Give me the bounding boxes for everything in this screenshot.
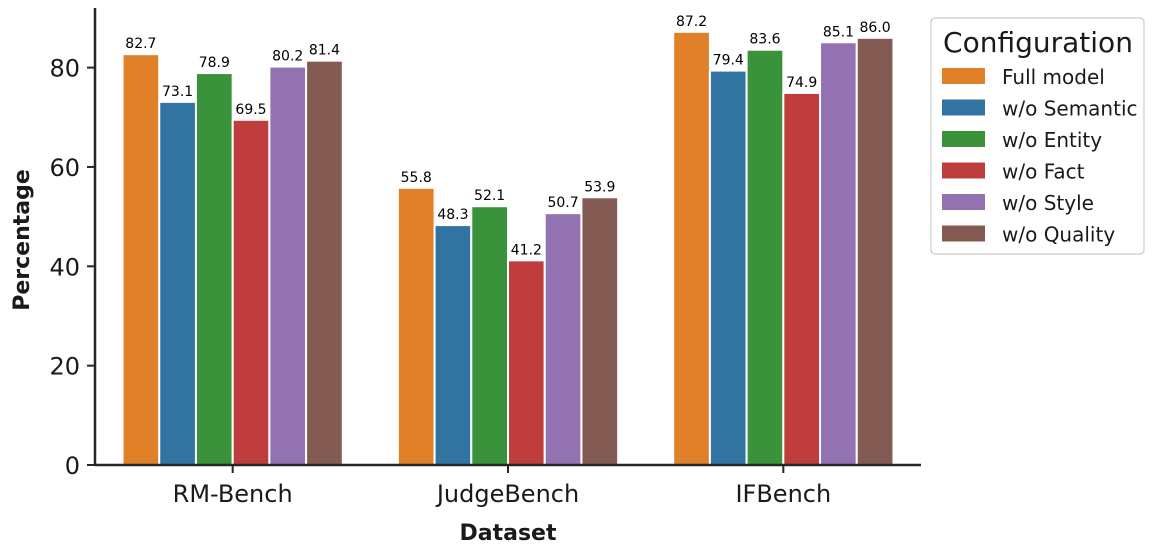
bar-ifbench-w-o-quality (855, 36, 895, 466)
bar-judgebench-w-o-semantic (433, 224, 473, 466)
data-label: 41.2 (511, 242, 542, 258)
data-label: 80.2 (272, 49, 303, 65)
x-tick-label: JudgeBench (435, 480, 579, 508)
data-labels-layer: 82.7 73.1 78.9 69.5 80.2 81.4 55.8 48.3 52.1 41.2… (125, 14, 891, 258)
data-label: 55.8 (401, 170, 432, 186)
bars-layer (121, 30, 895, 467)
data-label: 52.1 (474, 188, 505, 204)
bar-judgebench-w-o-fact (507, 259, 546, 466)
bar-rm-bench-w-o-entity (194, 72, 234, 467)
data-label: 53.9 (584, 179, 615, 195)
legend-swatch (942, 131, 985, 147)
legend-label: w/o Semantic (1002, 97, 1138, 121)
data-label: 78.9 (199, 55, 230, 71)
bar-rm-bench-w-o-quality (305, 59, 344, 466)
data-label: 87.2 (676, 14, 707, 30)
legend-swatch (942, 99, 985, 116)
legend-swatch (942, 68, 985, 84)
bar-ifbench-w-o-fact (782, 91, 822, 467)
y-tick-label: 40 (49, 253, 80, 281)
data-label: 81.4 (309, 43, 340, 59)
y-ticks-layer: 0 20 40 60 80 (49, 55, 95, 480)
bar-rm-bench-w-o-style (268, 65, 308, 467)
y-tick-label: 0 (65, 452, 80, 480)
data-label: 69.5 (235, 102, 266, 118)
legend-label: w/o Quality (1002, 223, 1115, 247)
legend-label: w/o Style (1002, 191, 1094, 215)
legend-items: Full model w/o Semantic w/o Entity w/o Fact… (942, 65, 1138, 247)
x-ticks-layer: RM-Bench JudgeBench IFBench (173, 465, 831, 508)
data-label: 50.7 (547, 195, 578, 211)
data-label: 79.4 (713, 53, 744, 69)
bar-rm-bench-w-o-semantic (158, 100, 197, 466)
legend-swatch (942, 194, 985, 210)
data-label: 73.1 (162, 84, 193, 100)
bar-ifbench-full-model (672, 30, 711, 467)
data-label: 85.1 (823, 24, 854, 40)
bar-judgebench-full-model (396, 186, 436, 466)
data-label: 83.6 (749, 32, 780, 48)
bar-judgebench-w-o-entity (470, 205, 509, 466)
data-label: 82.7 (125, 36, 156, 52)
data-label: 74.9 (786, 75, 817, 91)
legend-label: w/o Entity (1002, 128, 1102, 152)
bar-ifbench-w-o-style (819, 41, 858, 467)
legend-label: Full model (1002, 65, 1105, 89)
y-axis-title: Percentage (10, 169, 35, 311)
bar-ifbench-w-o-semantic (708, 69, 748, 466)
legend-title: Configuration (943, 26, 1133, 59)
legend-swatch (942, 225, 985, 242)
bar-judgebench-w-o-quality (580, 196, 620, 467)
y-tick-label: 60 (49, 154, 80, 182)
legend: Configuration Full model w/o Semantic w/o … (930, 17, 1145, 255)
x-axis-title: Dataset (459, 521, 556, 546)
data-label: 86.0 (860, 20, 891, 36)
y-tick-label: 20 (49, 353, 80, 381)
legend-label: w/o Fact (1002, 160, 1085, 184)
y-tick-label: 80 (49, 55, 80, 83)
legend-swatch (942, 162, 985, 179)
bar-judgebench-w-o-style (543, 212, 583, 466)
bar-ifbench-w-o-entity (745, 48, 785, 467)
data-label: 48.3 (437, 207, 468, 223)
bar-rm-bench-full-model (121, 53, 161, 466)
bar-rm-bench-w-o-fact (231, 118, 271, 467)
x-tick-label: RM-Bench (173, 480, 293, 508)
x-tick-label: IFBench (735, 480, 831, 508)
